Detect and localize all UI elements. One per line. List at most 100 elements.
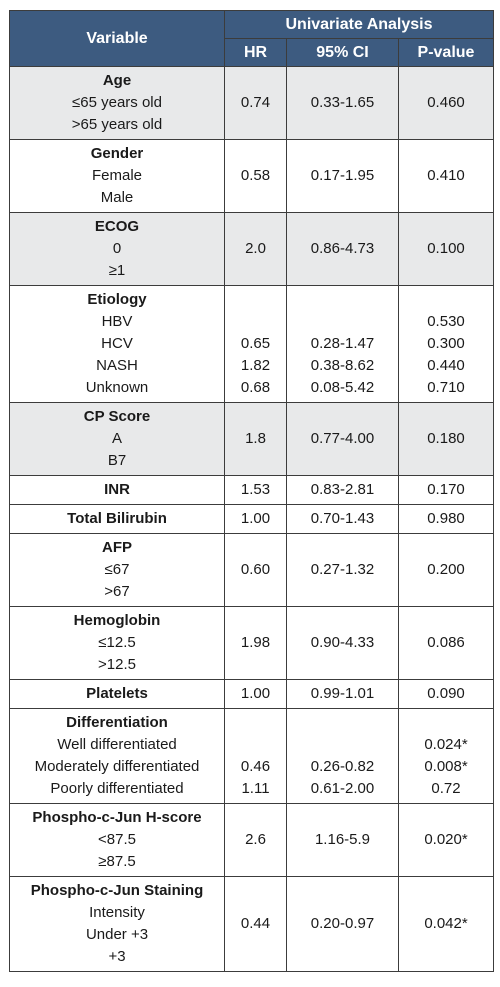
p-value: 0.024*	[424, 736, 468, 753]
ci-value: 0.99-1.01	[286, 679, 399, 709]
header-hr: HR	[224, 38, 287, 67]
variable-name: ECOG	[94, 218, 140, 235]
ci-value: 0.28-1.47	[310, 335, 375, 352]
variable-cell: Platelets	[9, 679, 225, 709]
header-row: HR 95% CI P-value	[10, 38, 494, 67]
hr-value: 1.00	[224, 679, 287, 709]
hr-value: 1.82	[240, 357, 271, 374]
variable-name: Age	[102, 72, 132, 89]
p-value: 0.200	[398, 533, 494, 607]
p-value: 0.300	[427, 335, 465, 352]
variable-cell: CP Score A B7	[9, 402, 225, 476]
level-label: ≤65 years old	[72, 94, 162, 111]
ci-value: 0.26-0.82	[310, 758, 375, 775]
p-value: 0.980	[398, 504, 494, 534]
ci-value: 0.17-1.95	[286, 139, 399, 213]
hr-cell: 0.46 1.11	[224, 708, 287, 804]
results-table: Variable Univariate Analysis HR 95% CI P…	[9, 10, 494, 972]
level-label: Moderately differentiated	[34, 758, 200, 775]
p-value: 0.090	[398, 679, 494, 709]
p-value: 0.100	[398, 212, 494, 286]
variable-name: Total Bilirubin	[67, 510, 167, 527]
hr-value: 0.44	[224, 876, 287, 972]
ci-value: 0.77-4.00	[286, 402, 399, 476]
p-value: 0.72	[431, 780, 461, 797]
ci-value: 0.08-5.42	[310, 379, 375, 396]
p-value: 0.170	[398, 475, 494, 505]
variable-name: Hemoglobin	[73, 612, 161, 629]
level-label: Well differentiated	[57, 736, 177, 753]
p-value: 0.710	[427, 379, 465, 396]
p-value: 0.440	[427, 357, 465, 374]
data-row: AFP ≤67 >67 0.60 0.27-1.32 0.200	[9, 533, 494, 607]
ci-value	[287, 734, 398, 756]
p-value: 0.020*	[398, 803, 494, 877]
hr-value: 0.58	[224, 139, 287, 213]
hr-value: 0.68	[240, 379, 271, 396]
level-label: HCV	[101, 335, 133, 352]
level-label: B7	[107, 452, 127, 469]
data-row: Age ≤65 years old >65 years old 0.74 0.33-1.…	[9, 66, 494, 140]
variable-name: Gender	[90, 145, 144, 162]
variable-cell: INR	[9, 475, 225, 505]
p-cell: 0.530 0.300 0.440 0.710	[398, 285, 494, 403]
hr-cell: 0.65 1.82 0.68	[224, 285, 287, 403]
ci-value: 0.27-1.32	[286, 533, 399, 607]
variable-name: CP Score	[83, 408, 151, 425]
data-row: INR 1.53 0.83-2.81 0.170	[9, 475, 494, 505]
ci-value: 0.70-1.43	[286, 504, 399, 534]
p-value: 0.410	[398, 139, 494, 213]
level-label: ≤67	[104, 561, 130, 578]
hr-value: 0.46	[240, 758, 271, 775]
p-cell: 0.024* 0.008* 0.72	[398, 708, 494, 804]
variable-name: Etiology	[87, 291, 147, 308]
ci-value: 0.20-0.97	[286, 876, 399, 972]
level-label: 0	[112, 240, 122, 257]
ci-value: 0.86-4.73	[286, 212, 399, 286]
level-label: Intensity	[89, 904, 145, 921]
header-group: Univariate Analysis	[224, 10, 494, 39]
variable-cell: Etiology HBV HCV NASH Unknown	[9, 285, 225, 403]
variable-cell: AFP ≤67 >67	[9, 533, 225, 607]
data-row: Differentiation Well differentiated Modera…	[9, 708, 494, 804]
data-row: CP Score A B7 1.8 0.77-4.00 0.180	[9, 402, 494, 476]
level-label: ≥1	[108, 262, 126, 279]
level-label: HBV	[101, 313, 133, 330]
ci-cell: 0.28-1.47 0.38-8.62 0.08-5.42	[286, 285, 399, 403]
ci-value: 1.16-5.9	[286, 803, 399, 877]
level-label: <87.5	[98, 831, 136, 848]
level-label: ≤12.5	[98, 634, 136, 651]
level-label: Unknown	[85, 379, 149, 396]
hr-value: 1.11	[241, 780, 270, 797]
ci-value: 0.83-2.81	[286, 475, 399, 505]
level-label: ≥87.5	[98, 853, 136, 870]
p-value: 0.460	[398, 66, 494, 140]
p-value: 0.180	[398, 402, 494, 476]
hr-value: 0.65	[240, 335, 271, 352]
variable-name: AFP	[102, 539, 132, 556]
level-label: >67	[104, 583, 130, 600]
data-row: Phospho-c-Jun H-score <87.5 ≥87.5 2.6 1.16-5…	[9, 803, 494, 877]
level-label: >12.5	[98, 656, 136, 673]
variable-name: INR	[104, 481, 130, 498]
hr-value	[225, 311, 286, 333]
ci-cell: 0.26-0.82 0.61-2.00	[286, 708, 399, 804]
variable-name: Differentiation	[66, 714, 168, 731]
data-row: Etiology HBV HCV NASH Unknown 0.65 1.82 0.68 0.2…	[9, 285, 494, 403]
hr-value: 2.0	[224, 212, 287, 286]
variable-cell: Gender Female Male	[9, 139, 225, 213]
p-value: 0.008*	[424, 758, 468, 775]
level-label: NASH	[96, 357, 138, 374]
hr-value: 0.60	[224, 533, 287, 607]
level-label: Male	[100, 189, 134, 206]
level-label: +3	[108, 948, 126, 965]
level-label: A	[111, 430, 122, 447]
variable-name: Platelets	[86, 685, 148, 702]
p-value: 0.042*	[398, 876, 494, 972]
variable-cell: Age ≤65 years old >65 years old	[9, 66, 225, 140]
data-row: ECOG 0 ≥1 2.0 0.86-4.73 0.100	[9, 212, 494, 286]
ci-value: 0.61-2.00	[310, 780, 375, 797]
variable-cell: Differentiation Well differentiated Modera…	[9, 708, 225, 804]
spacer	[225, 712, 286, 734]
